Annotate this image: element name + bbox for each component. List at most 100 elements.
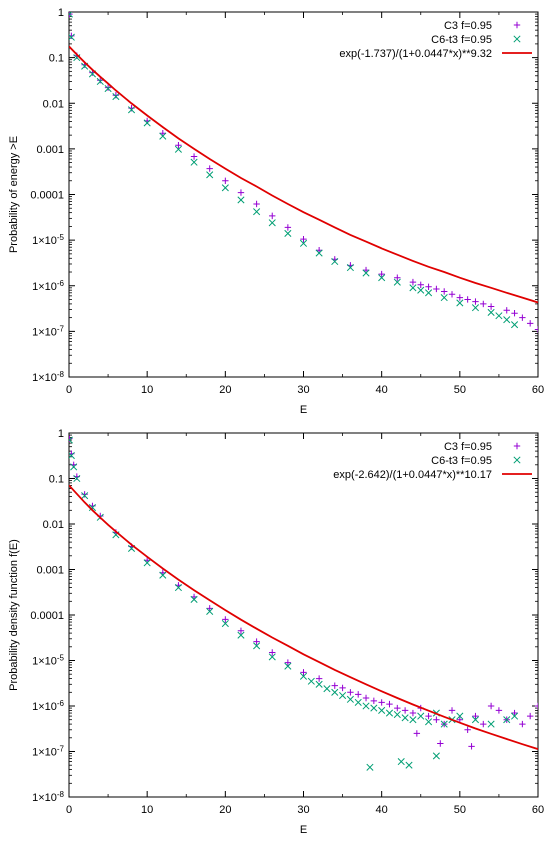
data-point — [174, 584, 182, 592]
x-tick-label: 0 — [66, 384, 72, 396]
plot-frame — [68, 432, 539, 798]
legend-label: C6-t3 f=0.95 — [431, 455, 492, 467]
series-3 — [69, 45, 538, 304]
data-point — [401, 707, 409, 714]
data-point — [366, 763, 374, 771]
data-point — [448, 707, 456, 714]
data-point — [425, 283, 432, 290]
x-tick-label: 10 — [141, 804, 153, 816]
data-point — [503, 316, 511, 324]
data-point — [464, 726, 471, 733]
data-point — [175, 142, 182, 149]
data-point — [237, 189, 245, 196]
data-point — [253, 638, 260, 645]
data-point — [268, 219, 276, 227]
data-point — [174, 145, 182, 153]
data-point — [405, 761, 413, 769]
data-point — [534, 326, 538, 333]
y-tick-label: 1×10-6 — [32, 279, 64, 293]
data-point — [409, 716, 417, 724]
y-tick-label: 1×10-7 — [32, 745, 64, 759]
data-point — [519, 314, 526, 321]
data-point — [88, 503, 97, 512]
legend-swatch — [513, 456, 521, 464]
data-point — [480, 300, 487, 308]
legend-label: exp(-2.642)/(1+0.0447*x)**10.17 — [333, 469, 492, 481]
data-point — [323, 685, 331, 693]
data-point — [284, 224, 292, 231]
data-point — [159, 130, 166, 137]
data-point — [456, 294, 464, 301]
data-point — [456, 712, 464, 720]
y-tick-label: 0.01 — [43, 98, 64, 110]
data-point — [409, 284, 417, 292]
data-point — [206, 605, 213, 612]
data-point — [456, 299, 464, 307]
data-point — [206, 607, 214, 615]
data-point — [472, 298, 479, 305]
y-tick-label: 1 — [58, 7, 64, 19]
data-point — [471, 304, 480, 312]
data-point — [346, 264, 354, 272]
legend-label: C6-t3 f=0.95 — [431, 34, 492, 46]
data-point — [307, 677, 315, 685]
data-point — [464, 296, 471, 303]
data-point — [69, 32, 75, 40]
data-point — [69, 435, 73, 442]
data-point — [397, 758, 405, 766]
data-point — [362, 702, 370, 710]
data-point — [362, 269, 370, 277]
data-point — [190, 158, 198, 166]
data-point — [253, 642, 261, 650]
plot-area — [69, 12, 538, 333]
data-point — [370, 697, 378, 705]
data-point — [417, 712, 425, 720]
data-point — [112, 93, 120, 101]
data-point — [70, 463, 78, 471]
data-point — [385, 709, 394, 717]
data-point — [487, 303, 495, 310]
x-tick-label: 10 — [141, 384, 153, 396]
data-point — [300, 669, 307, 676]
data-point — [386, 700, 393, 708]
data-point — [331, 682, 338, 689]
data-point — [331, 688, 339, 696]
chart-1: 1 0.1 0.01 0.001 0.0001 1×10-5 1×10-6 1×10-7 1×1… — [8, 7, 544, 416]
data-point — [471, 716, 480, 724]
legend-label: C3 f=0.95 — [444, 20, 492, 32]
data-point — [315, 249, 323, 257]
data-point — [97, 77, 104, 84]
x-tick-label: 50 — [454, 804, 466, 816]
y-tick-label: 1×10-8 — [32, 370, 64, 384]
data-point — [425, 718, 433, 726]
x-tick-label: 60 — [532, 384, 544, 396]
y-tick-label: 1×10-5 — [32, 233, 64, 247]
series-2 — [69, 12, 519, 329]
data-point — [495, 312, 503, 320]
data-point — [417, 286, 425, 294]
data-point — [468, 743, 475, 750]
data-point — [526, 320, 534, 327]
data-point — [511, 310, 518, 317]
fit-line — [69, 45, 538, 304]
data-point — [437, 740, 444, 747]
data-point — [315, 680, 323, 688]
legend-swatch — [513, 442, 521, 450]
data-point — [346, 695, 354, 703]
data-point — [362, 266, 370, 274]
legend-swatch — [513, 21, 521, 29]
data-point — [503, 307, 510, 314]
legend-label: C3 f=0.95 — [444, 441, 492, 453]
data-point — [339, 691, 347, 700]
data-point — [432, 752, 440, 760]
data-point — [441, 288, 448, 295]
y-axis-label: Probability density function f(E) — [8, 539, 20, 691]
x-tick-label: 30 — [297, 804, 309, 816]
data-point — [206, 171, 214, 179]
data-point — [355, 691, 362, 698]
data-point — [143, 119, 151, 127]
data-point — [104, 84, 112, 91]
data-point — [69, 33, 75, 41]
data-point — [284, 659, 292, 666]
